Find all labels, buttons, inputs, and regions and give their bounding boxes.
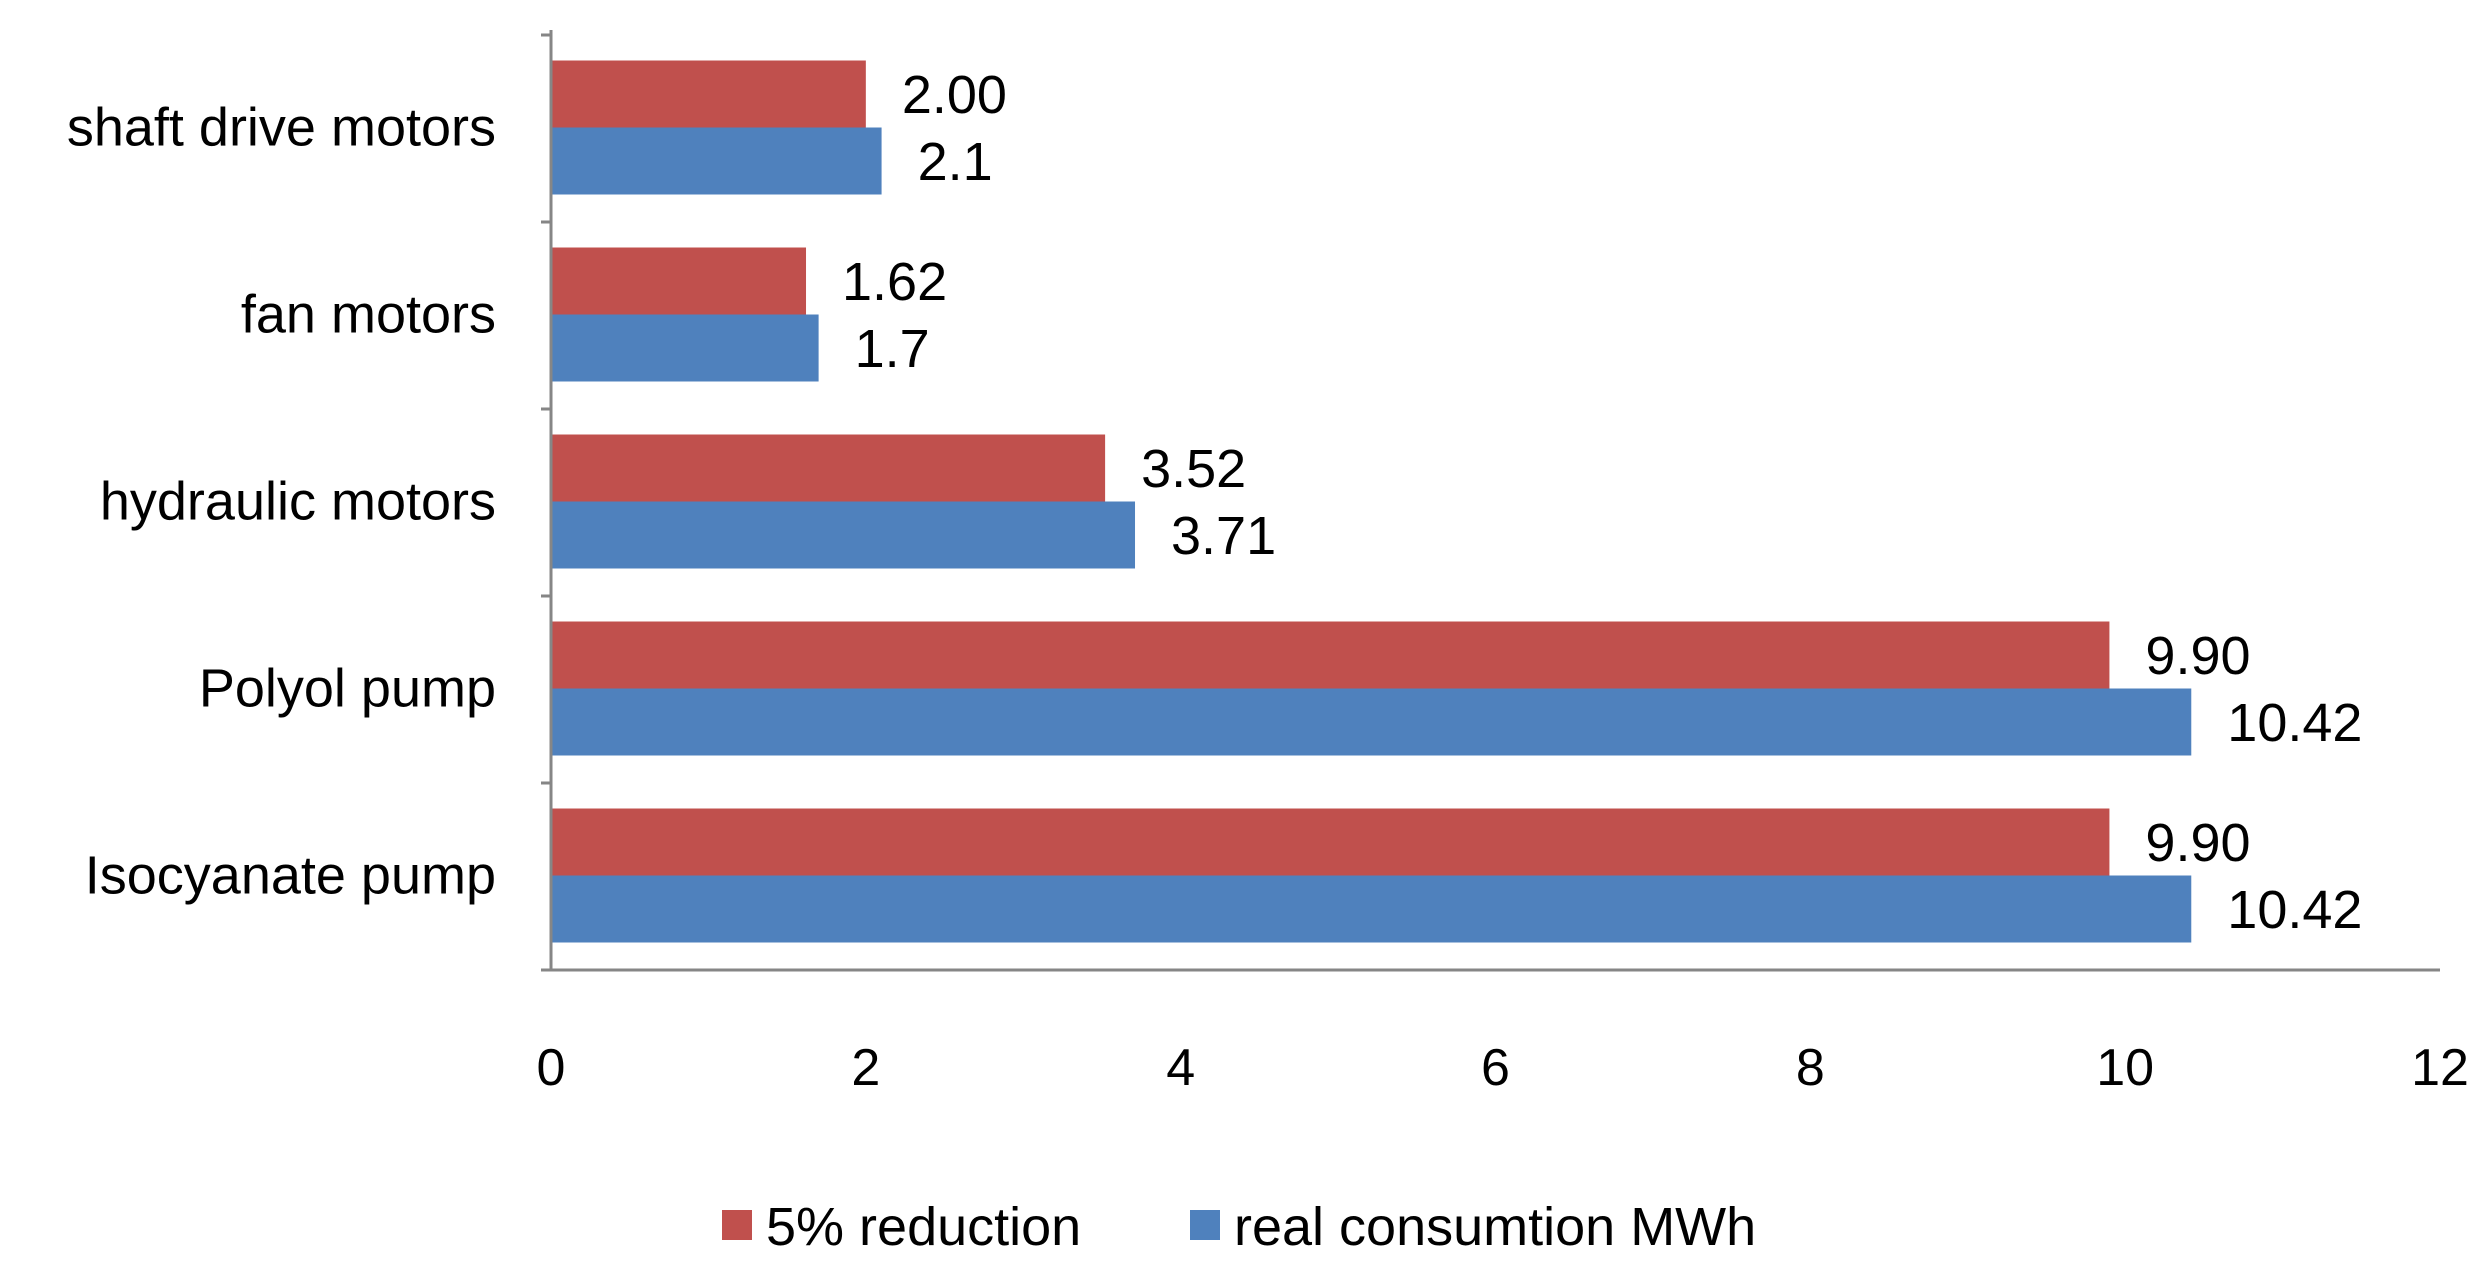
bar-real-consumtion-mwh-polyol-pump xyxy=(551,688,2192,756)
x-tick-label-4: 4 xyxy=(1166,1039,1195,1097)
category-label-hydraulic-motors: hydraulic motors xyxy=(100,472,496,532)
x-tick-label-0: 0 xyxy=(537,1039,566,1097)
data-label-5-reduction-fan-motors: 1.62 xyxy=(842,252,947,312)
bars-layer xyxy=(551,60,2192,943)
x-tick-label-10: 10 xyxy=(2096,1039,2154,1097)
bar-real-consumtion-mwh-hydraulic-motors xyxy=(551,501,1136,569)
category-label-fan-motors: fan motors xyxy=(241,285,496,345)
legend-label-real-consumtion-mwh: real consumtion MWh xyxy=(1234,1197,1756,1257)
axes-layer xyxy=(541,30,2440,972)
data-label-real-consumtion-mwh-shaft-drive-motors: 2.1 xyxy=(918,132,993,192)
labels-layer: 2.00 2.1 shaft drive motors 1.62 1.7 fan moto… xyxy=(67,65,2469,1097)
x-tick-label-6: 6 xyxy=(1481,1039,1510,1097)
x-tick-label-12: 12 xyxy=(2411,1039,2469,1097)
bar-5-reduction-isocyanate-pump xyxy=(551,808,2110,876)
data-label-real-consumtion-mwh-polyol-pump: 10.42 xyxy=(2227,693,2362,753)
category-label-polyol-pump: Polyol pump xyxy=(199,659,496,719)
bar-5-reduction-polyol-pump xyxy=(551,621,2110,689)
data-label-5-reduction-shaft-drive-motors: 2.00 xyxy=(902,65,1007,125)
x-tick-label-2: 2 xyxy=(851,1039,880,1097)
data-label-real-consumtion-mwh-fan-motors: 1.7 xyxy=(855,319,930,379)
bar-5-reduction-shaft-drive-motors xyxy=(551,60,866,128)
bar-real-consumtion-mwh-fan-motors xyxy=(551,314,819,382)
legend-swatch-real-consumtion-mwh xyxy=(1190,1210,1220,1240)
data-label-real-consumtion-mwh-hydraulic-motors: 3.71 xyxy=(1171,506,1276,566)
data-label-5-reduction-hydraulic-motors: 3.52 xyxy=(1141,439,1246,499)
x-tick-label-8: 8 xyxy=(1796,1039,1825,1097)
legend-swatch-5-reduction xyxy=(722,1210,752,1240)
bar-real-consumtion-mwh-isocyanate-pump xyxy=(551,875,2192,943)
bar-5-reduction-hydraulic-motors xyxy=(551,434,1106,502)
data-label-5-reduction-polyol-pump: 9.90 xyxy=(2145,626,2250,686)
category-label-shaft-drive-motors: shaft drive motors xyxy=(67,98,496,158)
legend-label-5-reduction: 5% reduction xyxy=(766,1197,1081,1257)
data-label-real-consumtion-mwh-isocyanate-pump: 10.42 xyxy=(2227,880,2362,940)
bar-5-reduction-fan-motors xyxy=(551,247,807,315)
data-label-5-reduction-isocyanate-pump: 9.90 xyxy=(2145,813,2250,873)
bar-real-consumtion-mwh-shaft-drive-motors xyxy=(551,127,882,195)
legend: 5% reduction real consumtion MWh xyxy=(722,1197,1756,1257)
category-label-isocyanate-pump: Isocyanate pump xyxy=(85,846,496,906)
